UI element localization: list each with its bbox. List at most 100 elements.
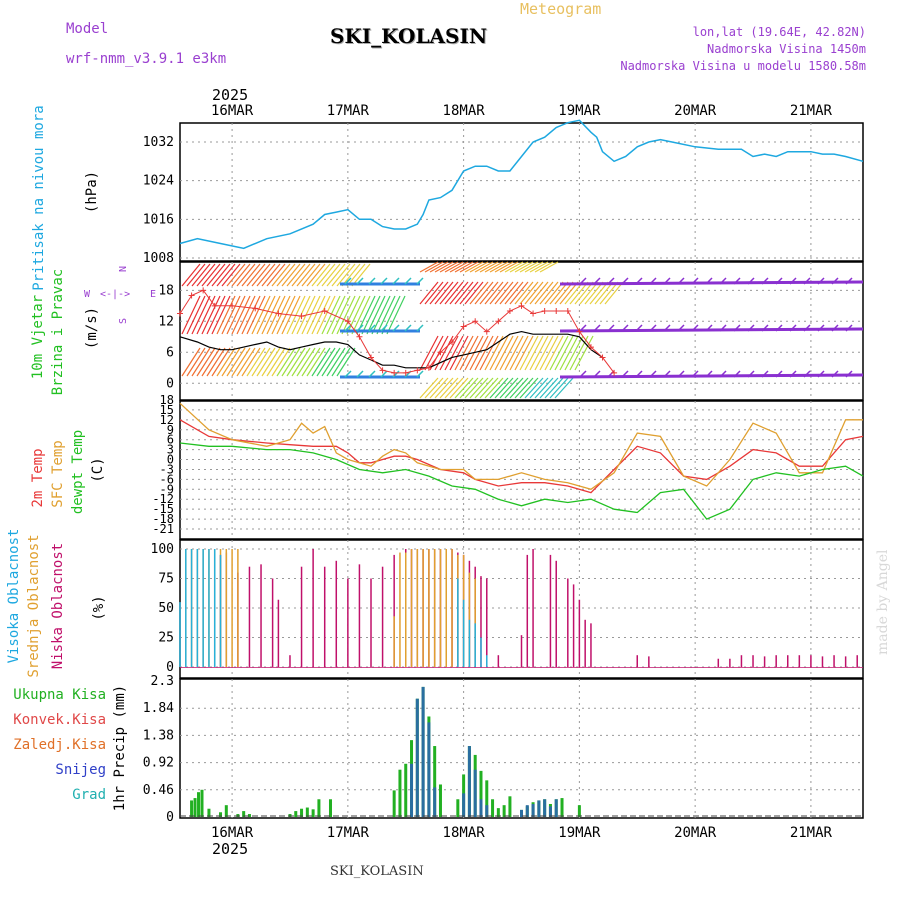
wind-barb xyxy=(221,347,241,377)
wind-barb xyxy=(392,277,400,285)
wind-barb xyxy=(256,295,276,335)
gust-point xyxy=(437,349,444,356)
wind-barb xyxy=(211,347,231,377)
wind-barb xyxy=(589,281,609,305)
wind-barb xyxy=(331,347,351,377)
wind-barb xyxy=(231,295,251,335)
wind-barb xyxy=(221,295,241,335)
total-precip-bar xyxy=(242,811,246,817)
wind-barb xyxy=(261,263,281,287)
bottom-date-label: 17MAR xyxy=(327,825,370,841)
wind-barb xyxy=(705,370,713,378)
gust-point xyxy=(177,310,183,317)
top-date-label: 19MAR xyxy=(558,103,601,119)
y-tick-label: 1008 xyxy=(143,251,174,266)
wind-barb xyxy=(419,377,439,399)
wind-barb xyxy=(256,263,276,287)
wind-barb xyxy=(444,377,464,399)
wind-barb xyxy=(261,295,281,335)
altitude-info: Nadmorska Visina 1450m xyxy=(707,42,866,56)
wind-barb xyxy=(236,263,256,287)
wind-barb xyxy=(356,370,364,378)
wind-barb xyxy=(434,261,454,273)
wind-barb xyxy=(593,370,601,378)
wind-barb xyxy=(514,335,534,371)
gust-point xyxy=(356,333,363,340)
wind-barb xyxy=(429,281,449,305)
wind-barb xyxy=(524,261,544,273)
y-tick-label: -12 xyxy=(152,492,174,506)
wind-barb xyxy=(356,324,364,332)
gust-point xyxy=(275,310,282,317)
wind-barb xyxy=(429,335,449,371)
wind-barb xyxy=(579,281,599,305)
wind-barb xyxy=(504,281,524,305)
temp-label-2: SFC Temp xyxy=(50,440,66,507)
wind-barb xyxy=(316,347,336,377)
total-precip-bar xyxy=(294,811,298,817)
wind-barb xyxy=(351,263,371,287)
gust-point xyxy=(564,307,571,314)
wind-barb xyxy=(321,347,341,377)
panel-frame-0 xyxy=(179,122,864,262)
panel-frames xyxy=(179,122,864,819)
wind-barb xyxy=(621,370,629,378)
wind-barb xyxy=(311,295,331,335)
wind-barb xyxy=(529,281,549,305)
gust-point xyxy=(483,328,490,335)
wind-barb xyxy=(499,261,519,273)
station-title: SKI_KOLASIN xyxy=(330,24,487,48)
wind-barb xyxy=(216,263,236,287)
wind-barb xyxy=(186,263,206,287)
wind-barb xyxy=(368,324,376,332)
wind-barb xyxy=(286,347,306,377)
wind-barb xyxy=(191,263,211,287)
y-tick-label: 15 xyxy=(160,403,174,417)
wind-barb xyxy=(341,263,361,287)
wind-barb xyxy=(514,281,534,305)
compass-north: N xyxy=(118,266,129,272)
wind-barb xyxy=(539,335,559,371)
top-date-label: 18MAR xyxy=(443,103,486,119)
wind-barb xyxy=(761,324,769,332)
y-tick-label: 18 xyxy=(158,283,174,298)
y-tick-label: 2.3 xyxy=(151,674,174,689)
wind-barb xyxy=(392,370,400,378)
wind-barb xyxy=(371,295,391,335)
wind-barb xyxy=(635,370,643,378)
y-tick-label: -18 xyxy=(152,512,174,526)
snow-bar xyxy=(531,803,535,817)
wind-barb xyxy=(392,324,400,332)
y-tick-label: 0.92 xyxy=(143,756,174,771)
wind-barb xyxy=(454,281,474,305)
total-precip-bar xyxy=(328,799,332,817)
wind-barb xyxy=(464,377,484,399)
wind-barb xyxy=(504,261,524,273)
wind-barb xyxy=(479,261,499,273)
panel-frame-4 xyxy=(179,678,864,819)
wind-barb xyxy=(489,261,509,273)
wind-barb xyxy=(469,377,489,399)
wind-barb xyxy=(479,377,499,399)
precip-unit: 1hr Precip (mm) xyxy=(112,685,128,811)
wind-barb xyxy=(181,263,201,287)
wind-barb xyxy=(216,295,236,335)
wind-barb xyxy=(691,324,699,332)
gust-point xyxy=(576,328,583,335)
bottom-date-label: 16MAR xyxy=(211,825,254,841)
total-precip-bar xyxy=(502,805,506,817)
wind-barb xyxy=(474,261,494,273)
wind-barb xyxy=(564,335,584,371)
total-precip-bar xyxy=(224,805,228,817)
total-precip-bar xyxy=(190,800,194,817)
wind-barb xyxy=(386,295,406,335)
wind-barb xyxy=(534,377,554,399)
wind-barb xyxy=(484,261,504,273)
wind-barb xyxy=(569,281,589,305)
wind-barb xyxy=(306,295,326,335)
wind-barb xyxy=(494,281,514,305)
wind-barb xyxy=(803,324,811,332)
wind-barb xyxy=(775,324,783,332)
wind-barb xyxy=(663,324,671,332)
wind-barb xyxy=(444,281,464,305)
